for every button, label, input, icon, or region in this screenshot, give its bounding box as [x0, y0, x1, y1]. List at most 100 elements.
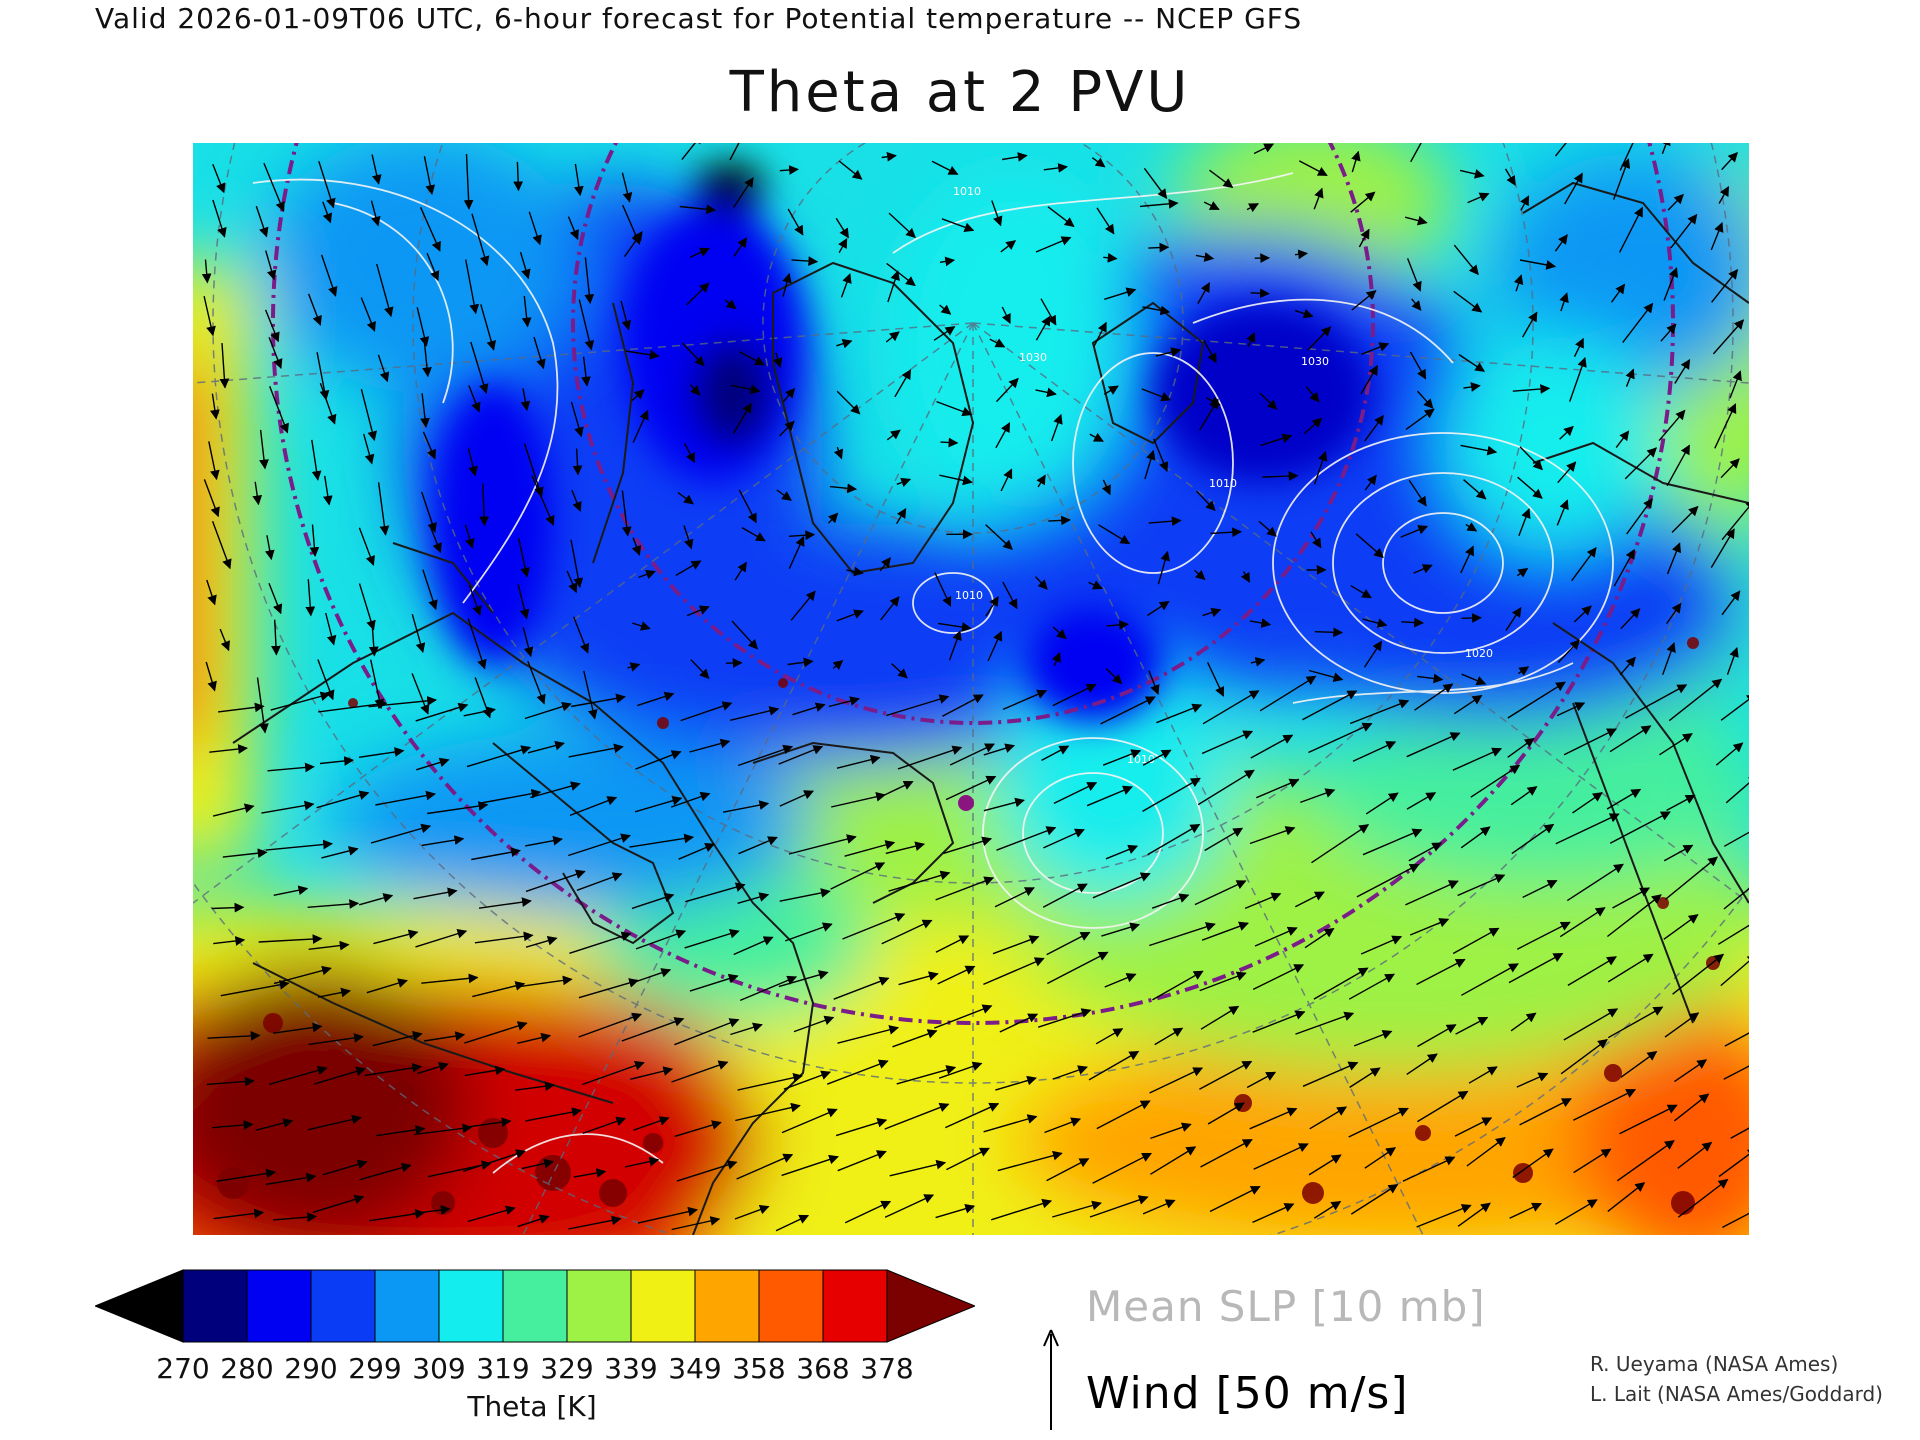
- wind-arrow: [359, 893, 394, 906]
- wind-arrow: [1043, 828, 1085, 849]
- wind-arrow: [1659, 733, 1693, 756]
- wind-arrow: [522, 627, 534, 658]
- wind-arrow: [1463, 479, 1487, 500]
- wind-arrow: [787, 208, 804, 236]
- wind-arrow: [270, 691, 331, 711]
- wind-arrow: [935, 876, 995, 901]
- wind-arrow: [724, 299, 737, 310]
- wind-arrow: [1516, 921, 1571, 950]
- wind-arrow: [413, 887, 458, 900]
- wind-arrow: [470, 341, 489, 394]
- wind-arrow: [1620, 608, 1641, 630]
- wind-arrow: [894, 369, 912, 398]
- wind-arrow: [1660, 323, 1677, 342]
- wind-arrow: [677, 492, 694, 505]
- wind-arrow: [1313, 187, 1324, 210]
- wind-arrow: [621, 490, 632, 537]
- wind-arrow: [689, 738, 731, 753]
- wind-arrow: [674, 1120, 722, 1138]
- wind-arrow: [1197, 282, 1211, 304]
- wind-arrow: [415, 928, 468, 948]
- wind-arrow: [318, 699, 388, 713]
- wind-arrow: [1000, 240, 1017, 253]
- wind-arrow: [1051, 651, 1061, 666]
- wind-arrow: [1459, 169, 1485, 179]
- wind-arrow: [371, 154, 382, 185]
- wind-arrow: [1465, 522, 1478, 532]
- wind-arrow: [675, 560, 702, 577]
- wind-arrow: [207, 1030, 261, 1041]
- wind-arrow: [472, 981, 526, 998]
- wind-arrow: [1406, 1053, 1438, 1075]
- wind-arrow: [1207, 1102, 1245, 1125]
- wind-arrow: [1722, 1208, 1749, 1229]
- wind-arrow: [1411, 298, 1422, 311]
- wind-arrow: [989, 338, 1006, 348]
- wind-arrow: [1040, 298, 1057, 326]
- wind-arrow: [358, 527, 375, 566]
- colorbar-swatch: [630, 1269, 696, 1343]
- wind-arrow: [1711, 269, 1739, 303]
- wind-arrow: [568, 743, 624, 758]
- wind-arrow: [517, 1032, 552, 1044]
- wind-reference-arrow: [1043, 1329, 1059, 1430]
- wind-arrow: [1362, 828, 1423, 856]
- wind-arrow: [1573, 1148, 1612, 1174]
- wind-arrow: [683, 443, 696, 463]
- wind-arrow: [1671, 505, 1699, 533]
- wind-arrow: [1720, 458, 1740, 479]
- wind-arrow: [835, 217, 849, 239]
- wind-arrow: [985, 524, 1013, 550]
- wind-arrow: [307, 293, 322, 326]
- wind-arrow: [571, 489, 582, 512]
- wind-arrow: [885, 331, 900, 343]
- wind-arrow: [638, 569, 656, 580]
- wind-arrow: [1104, 973, 1137, 988]
- wind-arrow: [737, 1072, 804, 1091]
- wind-arrow: [776, 489, 792, 501]
- wind-arrow: [1454, 1117, 1493, 1137]
- wind-arrow: [373, 929, 419, 945]
- wind-arrow: [464, 1065, 506, 1077]
- wind-arrow: [1512, 384, 1551, 394]
- wind-arrow: [471, 213, 490, 267]
- wind-arrow: [1504, 168, 1516, 186]
- wind-arrow: [791, 256, 819, 266]
- wind-arrow: [838, 160, 863, 180]
- wind-arrow: [1511, 823, 1555, 855]
- wind-arrow: [942, 694, 984, 717]
- wind-arrow: [363, 433, 375, 465]
- wind-arrow: [1556, 499, 1569, 526]
- wind-arrow: [888, 870, 951, 892]
- wind-arrow: [517, 584, 530, 620]
- wind-arrow: [271, 619, 281, 656]
- wind-arrow: [892, 1029, 938, 1048]
- wind-arrow: [1036, 474, 1046, 488]
- colorbar-swatch: [438, 1269, 504, 1343]
- svg-text:1010: 1010: [955, 589, 983, 602]
- wind-arrow: [1252, 964, 1305, 991]
- wind-arrow: [1101, 479, 1111, 496]
- wind-arrow: [690, 659, 710, 680]
- wind-arrow: [633, 1116, 670, 1131]
- wind-arrow: [995, 422, 1011, 449]
- wind-arrow: [467, 1205, 516, 1223]
- wind-arrow: [375, 1124, 426, 1137]
- wind-arrow: [359, 1162, 412, 1181]
- wind-arrow: [1510, 786, 1538, 806]
- svg-text:1010: 1010: [953, 185, 981, 198]
- wind-arrow: [1259, 675, 1317, 712]
- wind-arrow: [1143, 167, 1168, 199]
- wind-arrow: [680, 701, 733, 722]
- wind-arrow: [1624, 447, 1657, 480]
- wind-arrow: [1710, 221, 1724, 251]
- wind-arrow: [320, 254, 338, 297]
- wind-arrow: [1516, 1072, 1549, 1088]
- wind-arrow: [939, 304, 952, 315]
- wind-arrow: [1142, 1199, 1176, 1215]
- wind-arrow: [734, 1204, 770, 1220]
- wind-arrow: [471, 847, 521, 861]
- wind-arrow: [1607, 953, 1654, 983]
- wind-arrow: [1305, 386, 1320, 403]
- wind-arrow: [676, 1160, 738, 1182]
